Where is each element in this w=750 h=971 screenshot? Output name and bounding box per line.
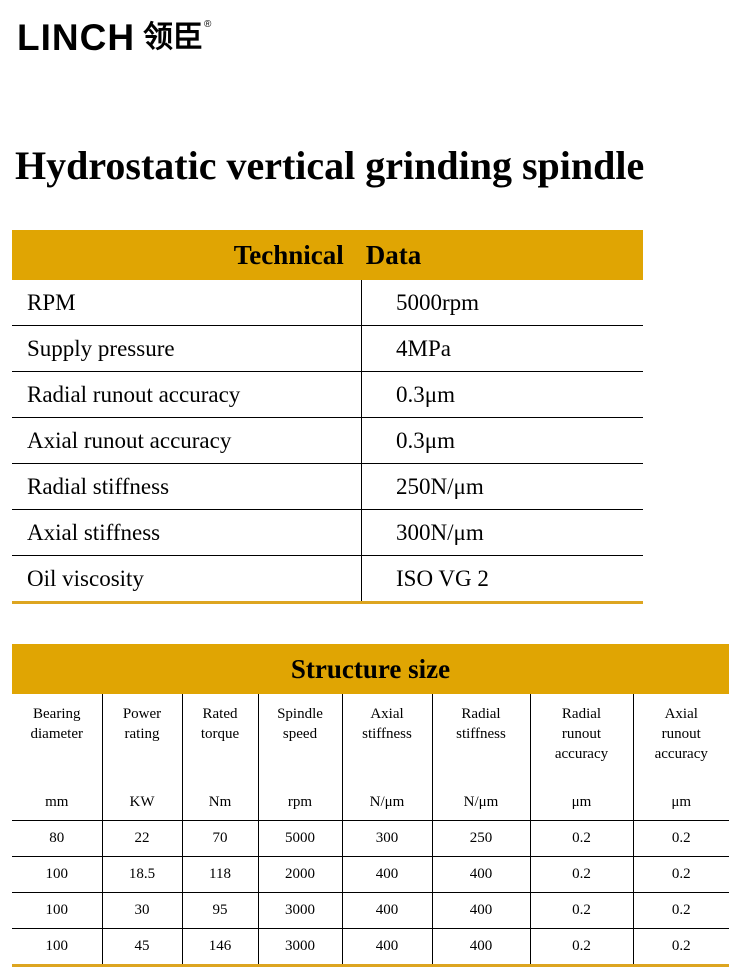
column-unit: KW (102, 784, 183, 821)
table-cell: 250 (432, 820, 531, 857)
spec-label: Axial runout accuracy (12, 417, 362, 464)
page-title: Hydrostatic vertical grinding spindle (15, 143, 645, 188)
column-unit: μm (530, 784, 634, 821)
technical-data-table: Technical Data RPM 5000rpm Supply pressur… (12, 230, 643, 604)
table-row: 100 30 95 3000 400 400 0.2 0.2 (12, 892, 729, 929)
table-cell: 0.2 (633, 856, 729, 893)
brand-logo-latin: LINCH (17, 17, 136, 58)
column-header: Power rating (102, 694, 183, 784)
table-cell: 5000 (258, 820, 343, 857)
table-cell: 95 (182, 892, 259, 929)
column-header: Bearing diameter (12, 694, 103, 784)
structure-size-table: Structure size Bearing diameter Power rati… (12, 644, 729, 967)
column-unit: rpm (258, 784, 343, 821)
table-cell: 0.2 (530, 892, 634, 929)
brand-logo-cjk: 领臣 (143, 20, 204, 55)
column-header-row: Bearing diameter Power rating Rated torque … (12, 694, 729, 784)
column-header: Rated torque (182, 694, 259, 784)
table-cell: 0.2 (530, 856, 634, 893)
spec-value: 4MPa (361, 325, 643, 372)
table-row: Oil viscosity ISO VG 2 (12, 555, 643, 604)
table-cell: 0.2 (530, 928, 634, 967)
spec-label: Supply pressure (12, 325, 362, 372)
table-cell: 100 (12, 856, 103, 893)
table-cell: 0.2 (633, 928, 729, 967)
spec-value: 300N/μm (361, 509, 643, 556)
column-unit: N/μm (342, 784, 433, 821)
table-cell: 100 (12, 892, 103, 929)
spec-value: ISO VG 2 (361, 555, 643, 604)
table-cell: 400 (342, 928, 433, 967)
table-cell: 22 (102, 820, 183, 857)
column-header: Radial stiffness (432, 694, 531, 784)
column-header: Axial stiffness (342, 694, 433, 784)
table-cell: 3000 (258, 892, 343, 929)
column-header: Spindle speed (258, 694, 343, 784)
table-row: RPM 5000rpm (12, 280, 643, 326)
table-cell: 70 (182, 820, 259, 857)
table-cell: 100 (12, 928, 103, 967)
column-unit: μm (633, 784, 729, 821)
table-cell: 300 (342, 820, 433, 857)
technical-data-header: Technical Data (12, 230, 643, 280)
table-row: 100 18.5 118 2000 400 400 0.2 0.2 (12, 856, 729, 893)
table-row: 100 45 146 3000 400 400 0.2 0.2 (12, 928, 729, 967)
column-header: Radial runout accuracy (530, 694, 634, 784)
table-cell: 0.2 (530, 820, 634, 857)
table-cell: 80 (12, 820, 103, 857)
table-cell: 146 (182, 928, 259, 967)
table-row: Radial runout accuracy 0.3μm (12, 371, 643, 418)
spec-value: 0.3μm (361, 371, 643, 418)
registered-mark: ® (204, 19, 212, 30)
spec-value: 5000rpm (396, 289, 480, 315)
table-row: Axial runout accuracy 0.3μm (12, 417, 643, 464)
table-cell: 400 (342, 892, 433, 929)
table-cell: 400 (432, 892, 531, 929)
spec-label: RPM (12, 280, 362, 326)
table-cell: 0.2 (633, 892, 729, 929)
table-row: Axial stiffness 300N/μm (12, 509, 643, 556)
table-cell: 30 (102, 892, 183, 929)
table-row: Supply pressure 4MPa (12, 325, 643, 372)
table-row: Radial stiffness 250N/μm (12, 463, 643, 510)
column-header: Axial runout accuracy (654, 706, 708, 762)
structure-size-header: Structure size (12, 644, 729, 694)
brand-logo: LINCH 领臣 ® (17, 18, 211, 58)
spec-label: Radial runout accuracy (12, 371, 362, 418)
table-cell: 3000 (258, 928, 343, 967)
table-row: 80 22 70 5000 300 250 0.2 0.2 (12, 820, 729, 857)
spec-label: Axial stiffness (12, 509, 362, 556)
column-unit: N/μm (432, 784, 531, 821)
table-cell: 118 (182, 856, 259, 893)
table-cell: 45 (102, 928, 183, 967)
spec-value: 0.3μm (361, 417, 643, 464)
unit-row: mm KW Nm rpm N/μm N/μm μm μm (12, 784, 729, 821)
table-cell: 400 (432, 856, 531, 893)
table-cell: 2000 (258, 856, 343, 893)
technical-data-header-word1: Technical (233, 239, 344, 270)
spec-label: Oil viscosity (12, 555, 362, 604)
spec-value: 250N/μm (361, 463, 643, 510)
table-cell: 18.5 (102, 856, 183, 893)
column-unit: Nm (182, 784, 259, 821)
table-cell: 0.2 (633, 820, 729, 857)
table-cell: 400 (432, 928, 531, 967)
table-cell: 400 (342, 856, 433, 893)
technical-data-header-word2: Data (365, 239, 422, 270)
column-unit: mm (12, 784, 103, 821)
spec-label: Radial stiffness (12, 463, 362, 510)
